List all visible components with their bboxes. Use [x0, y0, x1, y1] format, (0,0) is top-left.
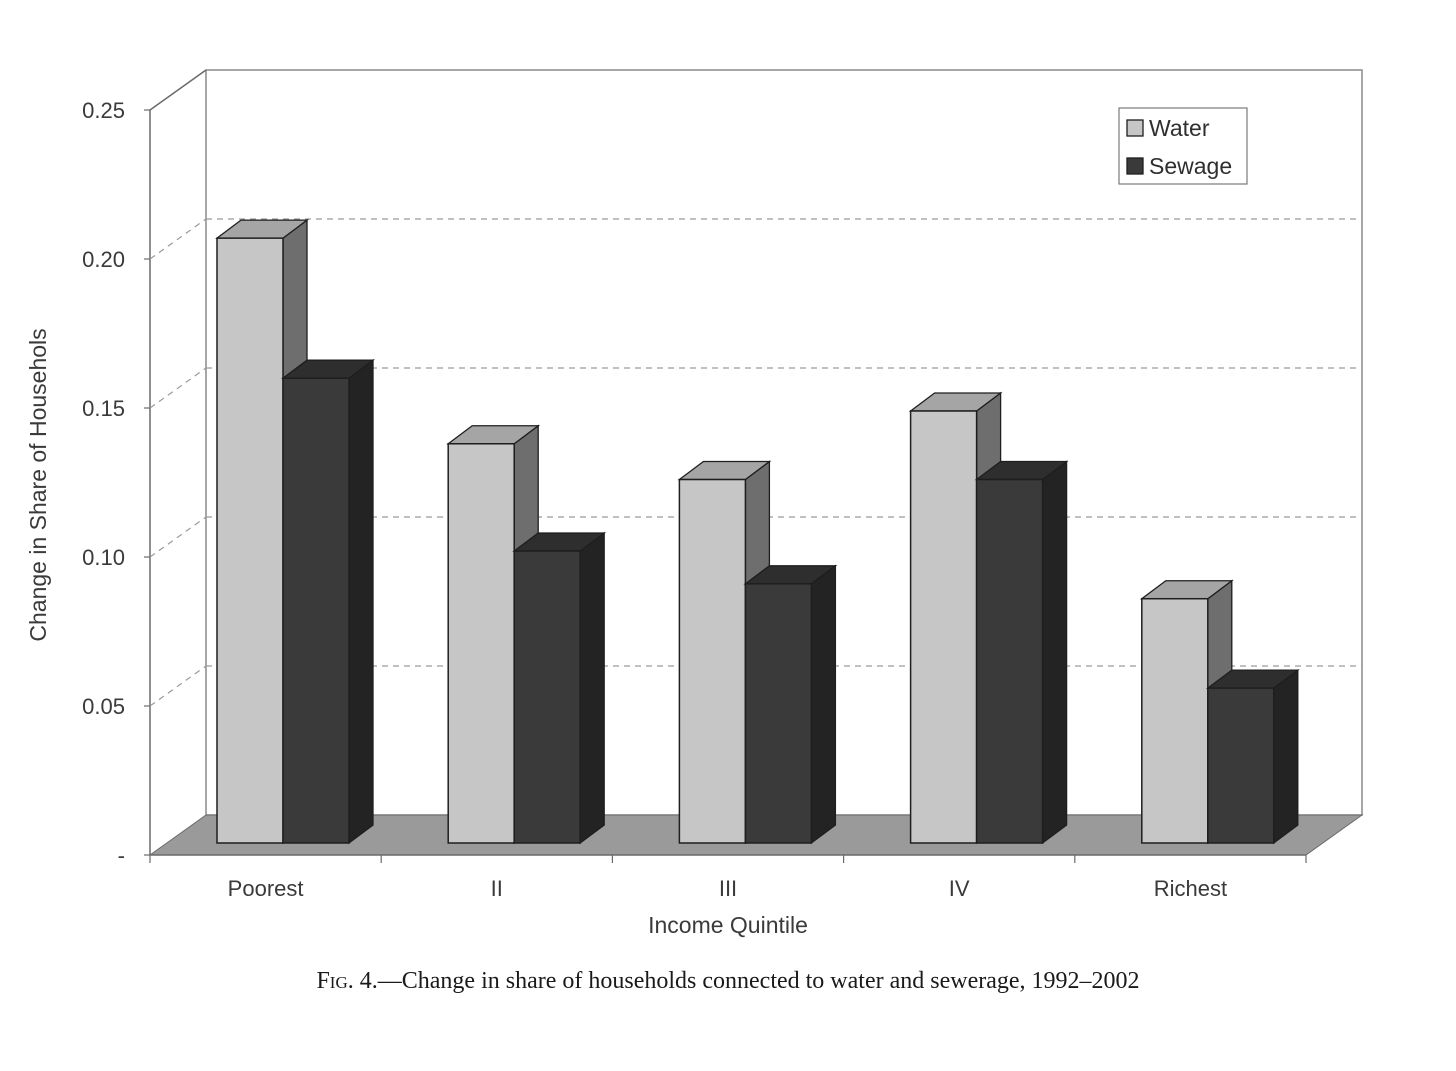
bar-water-front [447, 443, 515, 844]
legend-swatch-water [1126, 119, 1144, 137]
x-tick-label: III [719, 876, 737, 901]
bar-sewage-front [513, 550, 581, 844]
bar-sewage [281, 358, 375, 845]
x-tick-label: Poorest [228, 876, 304, 901]
bar-water-front [678, 478, 747, 844]
legend-label-water: Water [1149, 115, 1210, 141]
bar-sewage-side [1273, 668, 1299, 845]
y-tick-label: 0.20 [82, 247, 125, 272]
x-tick-label: II [491, 876, 503, 901]
bar-sewage-side [810, 564, 837, 845]
figure-label: Fig. 4. [316, 968, 378, 994]
bar-water-front [216, 237, 284, 844]
legend: Water Sewage [1118, 107, 1248, 185]
y-tick-label: 0.05 [82, 694, 125, 719]
y-tick-label: 0.25 [82, 98, 125, 123]
y-axis-ticks: - 0.05 0.10 0.15 0.20 0.25 [82, 98, 150, 868]
bar-sewage-front [975, 478, 1044, 844]
legend-swatch-sewage [1126, 157, 1144, 175]
bar-sewage-side [579, 531, 605, 845]
bar-sewage-front [1207, 687, 1275, 844]
y-tick-label: 0.10 [82, 545, 125, 570]
bar-sewage-side [1041, 460, 1068, 845]
bar-water-front [1141, 597, 1209, 844]
y-tick-label: 0.15 [82, 396, 125, 421]
x-axis-ticks: Poorest II III IV Richest [149, 855, 1307, 901]
figure-caption: Fig. 4.—Change in share of households co… [0, 968, 1456, 995]
bar-sewage [1205, 668, 1300, 845]
y-axis-title: Change in Share of Househols [25, 328, 51, 641]
bar-sewage [974, 460, 1069, 845]
figure-caption-text: —Change in share of households connected… [377, 968, 1140, 994]
x-tick-label: Richest [1154, 876, 1227, 901]
bar-sewage [743, 564, 838, 845]
legend-label-sewage: Sewage [1149, 153, 1232, 179]
bar-sewage [512, 531, 607, 845]
gridline-side [149, 665, 207, 707]
bars [215, 218, 1300, 845]
bar-sewage-side [348, 358, 374, 845]
gridline-side [149, 516, 207, 558]
gridline-side [149, 218, 207, 260]
x-tick-label: IV [949, 876, 970, 901]
y-tick-label: - [118, 843, 125, 868]
x-axis-title: Income Quintile [648, 912, 808, 938]
side-wall-top-edge [149, 69, 207, 111]
bar-sewage-front [744, 583, 813, 844]
bar-water-front [909, 410, 978, 844]
bar-sewage-front [282, 377, 350, 844]
gridline-side [149, 367, 207, 409]
